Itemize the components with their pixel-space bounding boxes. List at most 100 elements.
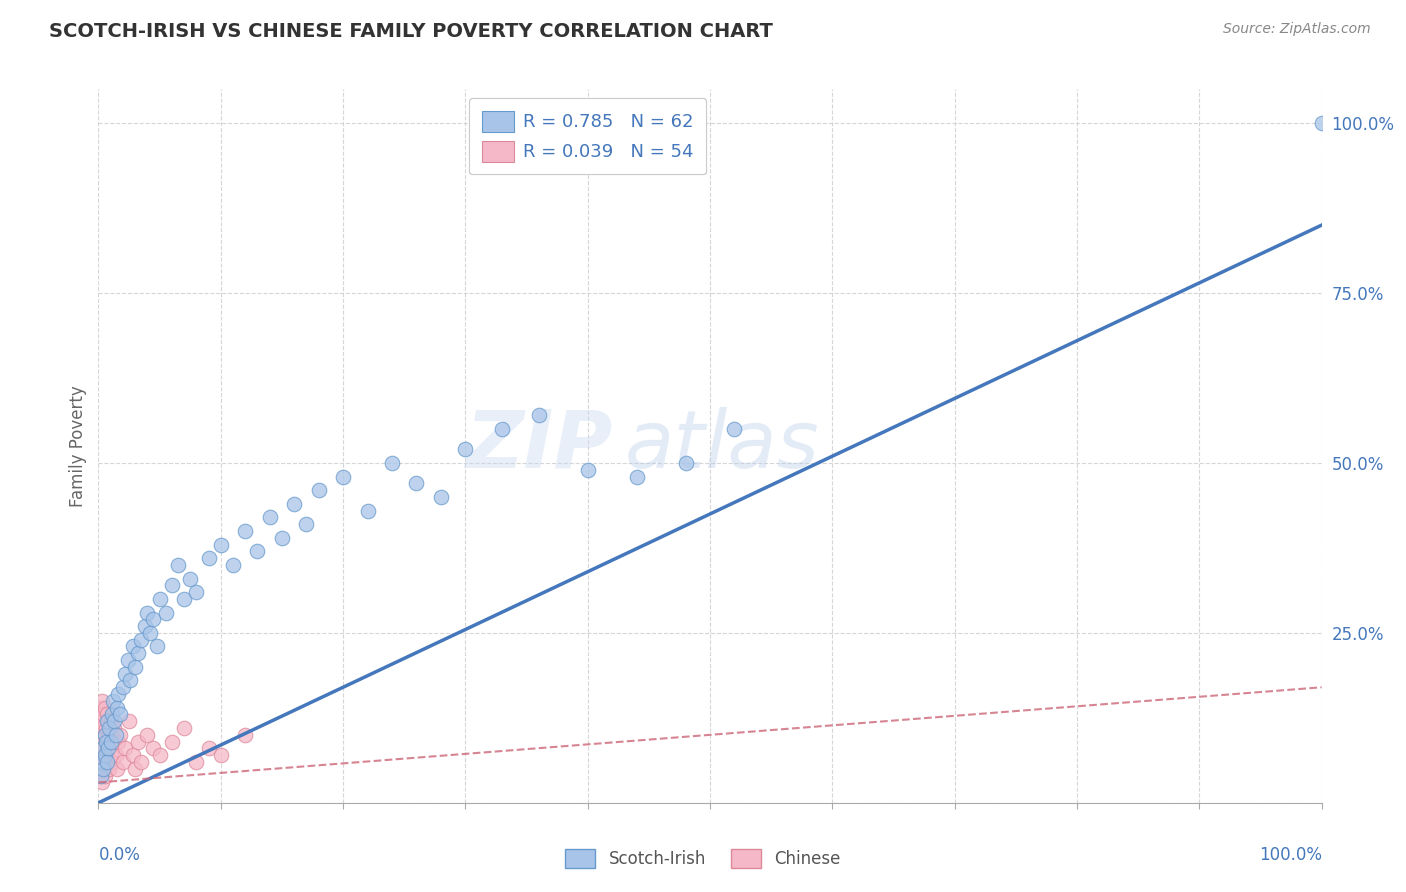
Point	[270, 531, 294, 545]
Point	[104, 728, 127, 742]
Point	[101, 707, 124, 722]
Point	[186, 585, 208, 599]
Point	[93, 728, 115, 742]
Point	[111, 680, 134, 694]
Point	[197, 741, 219, 756]
Point	[1310, 116, 1333, 130]
Point	[91, 741, 114, 756]
Point	[100, 748, 122, 763]
Point	[96, 755, 118, 769]
Point	[89, 741, 111, 756]
Point	[103, 714, 125, 729]
Point	[118, 714, 141, 729]
Point	[98, 762, 121, 776]
Point	[405, 476, 427, 491]
Point	[96, 714, 118, 729]
Point	[91, 748, 114, 763]
Point	[129, 632, 152, 647]
Point	[107, 734, 129, 748]
Point	[121, 640, 143, 654]
Point	[222, 558, 245, 572]
Point	[142, 612, 165, 626]
Point	[197, 551, 219, 566]
Point	[675, 456, 697, 470]
Point	[129, 755, 152, 769]
Point	[98, 728, 121, 742]
Point	[101, 734, 124, 748]
Point	[101, 694, 124, 708]
Point	[259, 510, 281, 524]
Point	[527, 409, 550, 423]
Point	[91, 734, 114, 748]
Point	[233, 728, 256, 742]
Point	[94, 721, 117, 735]
Point	[110, 707, 132, 722]
Point	[105, 700, 128, 714]
Point	[308, 483, 330, 498]
Point	[146, 640, 169, 654]
Point	[100, 734, 122, 748]
Text: 0.0%: 0.0%	[98, 846, 141, 863]
Y-axis label: Family Poverty: Family Poverty	[69, 385, 87, 507]
Point	[90, 728, 112, 742]
Point	[576, 463, 599, 477]
Point	[89, 762, 111, 776]
Point	[94, 762, 117, 776]
Point	[111, 755, 134, 769]
Point	[124, 660, 146, 674]
Point	[173, 721, 195, 735]
Point	[91, 762, 114, 776]
Point	[91, 775, 114, 789]
Point	[381, 456, 404, 470]
Point	[114, 666, 136, 681]
Point	[134, 619, 156, 633]
Point	[96, 755, 118, 769]
Point	[149, 748, 172, 763]
Point	[105, 762, 128, 776]
Point	[93, 748, 115, 763]
Point	[155, 606, 177, 620]
Point	[97, 714, 120, 729]
Point	[283, 497, 305, 511]
Point	[96, 734, 118, 748]
Point	[100, 714, 122, 729]
Point	[90, 769, 112, 783]
Legend: R = 0.785   N = 62, R = 0.039   N = 54: R = 0.785 N = 62, R = 0.039 N = 54	[470, 98, 706, 174]
Point	[139, 626, 162, 640]
Point	[136, 728, 159, 742]
Point	[91, 707, 114, 722]
Point	[107, 687, 129, 701]
Text: atlas: atlas	[624, 407, 820, 485]
Point	[93, 755, 115, 769]
Point	[110, 728, 132, 742]
Point	[356, 503, 378, 517]
Text: SCOTCH-IRISH VS CHINESE FAMILY POVERTY CORRELATION CHART: SCOTCH-IRISH VS CHINESE FAMILY POVERTY C…	[49, 22, 773, 41]
Point	[233, 524, 256, 538]
Point	[124, 762, 146, 776]
Point	[96, 707, 118, 722]
Point	[167, 558, 190, 572]
Point	[209, 537, 232, 551]
Point	[454, 442, 477, 457]
Point	[127, 646, 149, 660]
Point	[89, 714, 111, 729]
Point	[93, 700, 115, 714]
Point	[173, 591, 195, 606]
Point	[98, 721, 121, 735]
Point	[295, 517, 318, 532]
Point	[723, 422, 745, 436]
Text: 100.0%: 100.0%	[1258, 846, 1322, 863]
Point	[246, 544, 269, 558]
Point	[160, 578, 183, 592]
Point	[91, 741, 114, 756]
Point	[142, 741, 165, 756]
Point	[430, 490, 453, 504]
Point	[90, 700, 112, 714]
Point	[94, 734, 117, 748]
Point	[209, 748, 232, 763]
Point	[114, 741, 136, 756]
Point	[186, 755, 208, 769]
Point	[149, 591, 172, 606]
Point	[103, 721, 125, 735]
Point	[94, 748, 117, 763]
